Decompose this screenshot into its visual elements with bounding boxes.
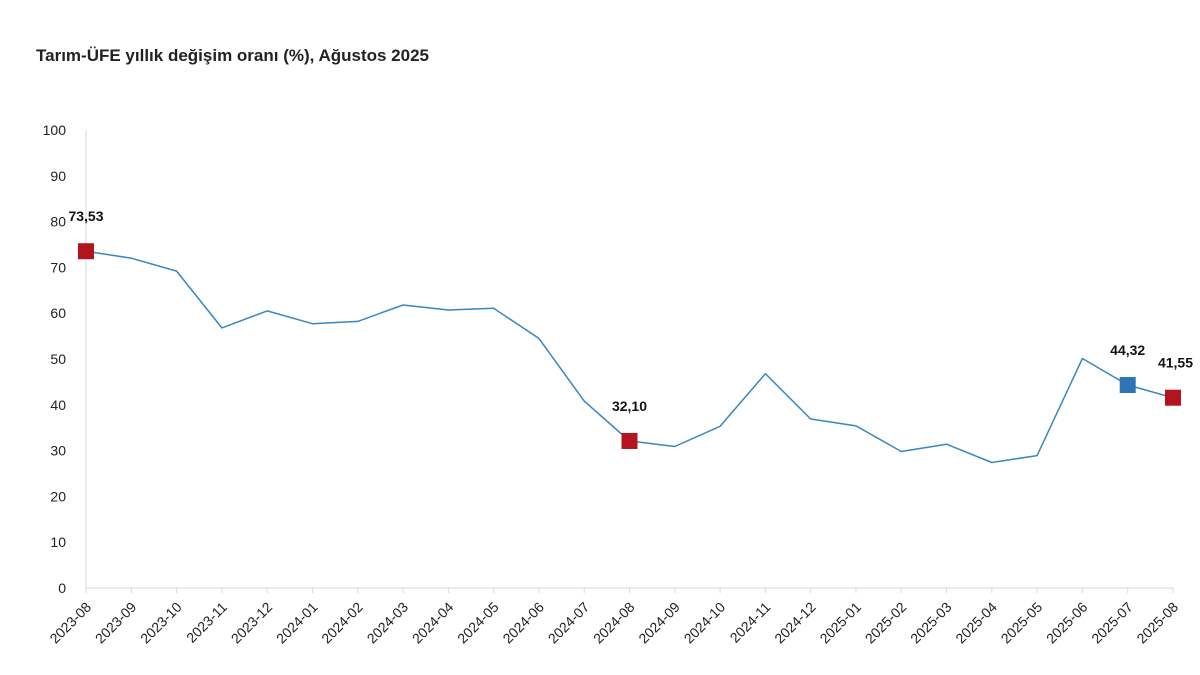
- x-tick-label: 2025-01: [816, 599, 864, 647]
- y-tick-label: 40: [50, 397, 66, 413]
- highlight-marker: [1119, 377, 1136, 394]
- series: [85, 250, 1174, 464]
- y-tick-label: 100: [43, 122, 67, 138]
- x-tick-label: 2024-07: [545, 599, 593, 647]
- x-tick-label: 2023-09: [92, 599, 140, 647]
- x-tick-label: 2025-05: [998, 599, 1046, 647]
- data-label: 41,55: [1158, 355, 1193, 371]
- y-tick-label: 60: [50, 305, 66, 321]
- x-tick-label: 2024-10: [681, 599, 729, 647]
- x-tick-label: 2024-02: [318, 599, 366, 647]
- y-tick-label: 50: [50, 351, 66, 367]
- x-tick-label: 2025-04: [952, 599, 1000, 647]
- x-axis: 2023-082023-092023-102023-112023-122024-…: [46, 587, 1181, 647]
- x-tick-label: 2025-08: [1133, 599, 1181, 647]
- x-tick-label: 2023-11: [183, 599, 230, 646]
- x-tick-label: 2024-12: [771, 599, 819, 647]
- data-label: 32,10: [612, 398, 647, 414]
- x-tick-label: 2025-02: [862, 599, 910, 647]
- x-tick-label: 2024-11: [727, 599, 774, 646]
- x-tick-label: 2024-04: [409, 599, 457, 647]
- highlight-markers: [78, 243, 1181, 449]
- x-tick-label: 2024-06: [499, 599, 547, 647]
- series-line: [85, 250, 1174, 464]
- x-tick-label: 2025-06: [1043, 599, 1091, 647]
- chart-title: Tarım-ÜFE yıllık değişim oranı (%), Ağus…: [36, 46, 429, 65]
- highlight-marker: [621, 432, 638, 449]
- highlight-marker: [1165, 389, 1181, 406]
- x-tick-label: 2023-10: [137, 599, 185, 647]
- y-tick-label: 10: [50, 534, 66, 550]
- x-tick-label: 2024-08: [590, 599, 638, 647]
- y-tick-label: 30: [50, 443, 66, 459]
- x-tick-label: 2023-08: [46, 599, 94, 647]
- y-axis: 0 10 20 30 40 50 60 70 80 90 100: [43, 122, 87, 596]
- data-labels: 73,53 32,10 44,32 41,55: [68, 208, 1193, 414]
- highlight-marker: [78, 243, 94, 260]
- x-tick-label: 2023-12: [228, 599, 276, 647]
- y-tick-label: 20: [50, 488, 66, 504]
- x-tick-label: 2025-07: [1088, 599, 1136, 647]
- data-label: 73,53: [68, 208, 103, 224]
- x-tick-label: 2024-05: [454, 599, 502, 647]
- y-tick-label: 90: [50, 168, 66, 184]
- data-label: 44,32: [1110, 342, 1145, 358]
- x-tick-label: 2024-09: [635, 599, 683, 647]
- y-tick-label: 70: [50, 259, 66, 275]
- y-tick-label: 80: [50, 214, 66, 230]
- x-tick-label: 2025-03: [907, 599, 955, 647]
- x-tick-label: 2024-01: [273, 599, 321, 647]
- y-tick-label: 0: [58, 580, 66, 596]
- x-tick-label: 2024-03: [364, 599, 412, 647]
